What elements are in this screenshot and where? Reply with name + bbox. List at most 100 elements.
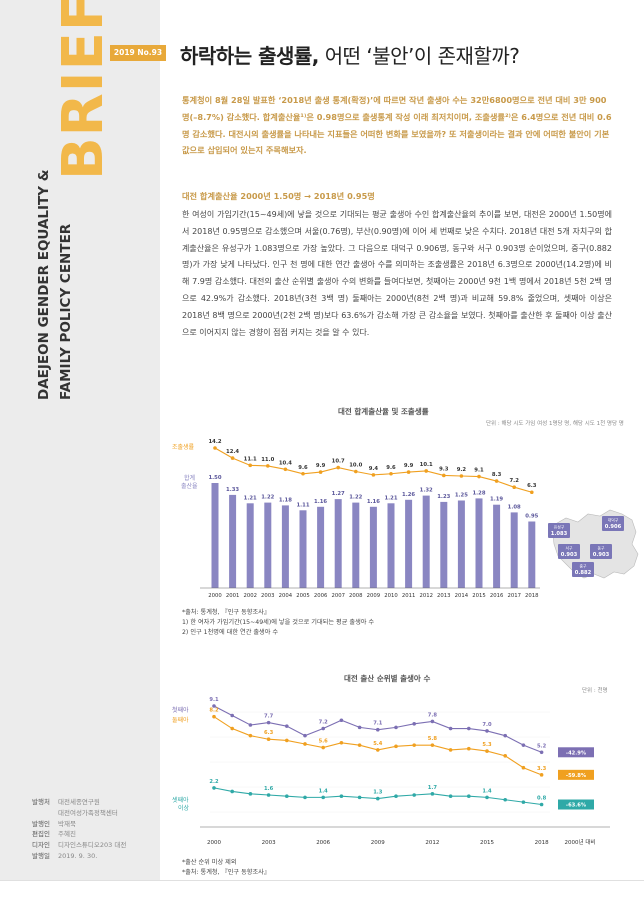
bar <box>475 498 483 588</box>
line-point <box>266 720 271 725</box>
line-point <box>357 725 362 730</box>
x-tick-label: 2014 <box>455 593 469 599</box>
series-name: 이상 <box>178 804 190 812</box>
series-label: 합계 <box>184 474 195 482</box>
line-point <box>485 795 489 800</box>
point-label: 2.2 <box>209 779 219 785</box>
point-label: 5.2 <box>537 743 547 749</box>
bar <box>510 512 518 588</box>
line-point <box>339 740 344 745</box>
org-name-line1: DAEJEON GENDER EQUALITY & <box>36 169 52 400</box>
line-point <box>248 463 252 468</box>
line-point <box>318 470 323 474</box>
bar-label: 1.18 <box>279 497 292 503</box>
point-label: 9.1 <box>209 697 219 703</box>
line-point <box>371 473 376 477</box>
line-point <box>394 794 398 798</box>
change-value: -42.9% <box>566 750 587 756</box>
section-heading: 대전 합계출산율 2000년 1.50명 → 2018년 0.95명 <box>182 191 375 201</box>
point-label: 10.4 <box>279 460 292 466</box>
x-tick-label: 2004 <box>279 593 293 599</box>
line-point <box>354 469 358 474</box>
point-label: 8.2 <box>209 708 219 714</box>
chart2-unit: 단위 : 천명 <box>582 688 608 694</box>
title-bold: 하락하는 출생률, <box>180 44 319 68</box>
line-point <box>494 479 499 483</box>
district-box <box>602 516 624 531</box>
bar-label: 1.33 <box>226 487 239 493</box>
bar <box>246 503 254 588</box>
bar-label: 1.16 <box>367 499 380 505</box>
line-point <box>230 789 234 794</box>
chart1-title: 대전 합계출산율 및 조출생률 <box>338 407 429 416</box>
point-label: 5.4 <box>373 741 383 747</box>
change-badge <box>558 799 594 810</box>
line-point <box>285 724 289 728</box>
bar <box>299 510 307 588</box>
x-tick-label: 2015 <box>472 593 485 599</box>
line-point <box>285 738 289 743</box>
point-label: 1.3 <box>373 790 383 796</box>
point-label: 7.2 <box>510 478 520 484</box>
line-point <box>357 795 362 800</box>
line-point <box>376 796 380 801</box>
bar-label: 1.26 <box>402 492 415 498</box>
line-point <box>248 733 253 738</box>
bar <box>229 494 237 588</box>
point-label: 12.4 <box>226 449 239 455</box>
line-point <box>430 719 435 724</box>
bar-label: 1.22 <box>349 495 362 501</box>
point-label: 7.8 <box>428 712 438 718</box>
x-tick-label: 2005 <box>296 593 309 599</box>
line-point <box>503 754 508 758</box>
district-name: 서구 <box>566 546 573 551</box>
x-tick-label: 2006 <box>314 593 328 599</box>
line-point <box>213 446 217 450</box>
note-line: *출산 순위 미상 제외 <box>182 859 237 866</box>
x-tick-label: 2017 <box>507 593 520 599</box>
title-rest: 어떤 ‘불안’이 존재할까? <box>318 44 520 68</box>
line-point <box>285 794 289 798</box>
point-label: 7.2 <box>319 720 329 726</box>
colophon-row: 발행일 2019. 9. 30. <box>32 851 98 860</box>
series-label: 조출생률 <box>172 443 195 451</box>
line-point <box>357 743 362 747</box>
x-tick-label: 2003 <box>261 593 274 599</box>
point-label: 7.1 <box>373 721 383 727</box>
x-tick-label: 2009 <box>371 840 385 846</box>
org-name-line2: FAMILY POLICY CENTER <box>58 223 74 400</box>
line-point <box>248 723 253 727</box>
district-name: 대덕구 <box>608 518 619 523</box>
district-box <box>548 523 570 538</box>
line-point <box>512 485 516 489</box>
bar <box>334 499 342 588</box>
line-point <box>412 793 416 797</box>
point-label: 7.0 <box>482 722 492 728</box>
colophon-row: 편집인 주혜진 <box>32 830 76 839</box>
point-label: 1.4 <box>319 788 329 794</box>
point-label: 1.6 <box>264 786 274 792</box>
line-point <box>448 794 453 798</box>
line-point <box>503 797 508 802</box>
line-point <box>406 470 411 474</box>
brand-word: BRIEF <box>51 0 116 180</box>
line-point <box>467 726 471 731</box>
bar <box>352 502 360 588</box>
bar-label: 1.08 <box>508 504 521 510</box>
bar <box>387 503 395 588</box>
x-tick-label: 2000년 대비 <box>565 838 596 846</box>
district-value: 0.882 <box>575 570 592 576</box>
colophon-row: 디자인 디자인스튜디오203 대전 <box>32 841 127 850</box>
point-label: 3.3 <box>537 766 547 772</box>
line-point <box>376 727 380 732</box>
point-label: 1.7 <box>428 785 438 791</box>
brief-brand: BRIEF DAEJEON GENDER EQUALITY & FAMILY P… <box>0 0 160 470</box>
point-label: 10.0 <box>349 463 362 469</box>
line-point <box>539 802 544 807</box>
x-tick-label: 2011 <box>402 593 415 599</box>
line-point <box>530 490 534 495</box>
bar <box>440 501 448 588</box>
district-value: 1.083 <box>551 531 568 537</box>
line-point <box>336 465 340 470</box>
